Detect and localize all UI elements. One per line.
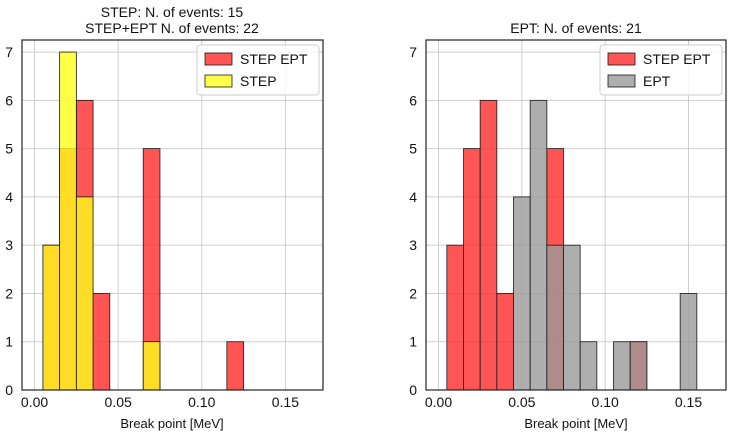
chart-right-ytick-1: 1 [409,334,417,350]
chart-right-bar-s0-2 [479,99,498,391]
chart-left-ytick-1: 1 [5,334,13,350]
chart-left-xlabel: Break point [MeV] [120,416,224,431]
chart-left-xtick-3: 0.15 [272,394,299,410]
chart-right-xlabel: Break point [MeV] [524,416,628,431]
chart-left-legend-label-0: STEP EPT [240,51,308,67]
chart-left-xtick-0: 0.00 [21,394,48,410]
chart-left-legend-swatch-1 [204,74,233,88]
chart-left-legend: STEP EPT STEP [196,44,320,96]
chart-right-xtick-2: 0.10 [592,394,619,410]
chart-right-title: EPT: N. of events: 21 [426,20,726,36]
chart-right-bar-s1-6 [629,341,648,391]
chart-left-ytick-2: 2 [5,285,13,301]
chart-right-legend-label-0: STEP EPT [643,51,711,67]
chart-right-ytick-4: 4 [409,189,417,205]
chart-left-ytick-3: 3 [5,237,13,253]
chart-left-xtick-2: 0.10 [188,394,215,410]
chart-right-xtick-1: 0.05 [508,394,535,410]
chart-right-ytick-6: 6 [409,92,417,108]
chart-left-ytick-5: 5 [5,141,13,157]
chart-left-title: STEP: N. of events: 15 STEP+EPT N. of ev… [22,4,322,36]
chart-right-bar-s1-0 [513,196,531,391]
chart-right-legend: STEP EPT EPT [599,44,723,96]
chart-right-bar-s0-1 [463,148,481,391]
chart-left-bar-s0-5 [226,341,244,391]
chart-left-bars [42,51,244,391]
chart-right-title-line1: EPT: N. of events: 21 [510,20,642,36]
chart-right-ytick-2: 2 [409,285,417,301]
chart-left-bar-s1-3 [142,341,161,391]
chart-left-ytick-0: 0 [5,382,13,398]
chart-right-legend-swatch-0 [607,52,636,66]
chart-left-bar-s1-1 [59,51,77,391]
chart-right-ytick-0: 0 [409,382,417,398]
chart-right-bar-s1-1 [529,99,548,391]
chart-left-title-line1: STEP: N. of events: 15 [100,4,244,20]
chart-right-bar-s1-5 [613,341,631,391]
chart-right-frame [425,39,727,391]
chart-right-ytick-3: 3 [409,237,417,253]
chart-right-legend-label-1: EPT [643,73,671,89]
chart-right-bar-s0-0 [446,244,464,391]
chart-left-bar-s1-2 [75,196,94,391]
chart-left-bar-s0-3 [92,293,111,391]
chart-left-ytick-7: 7 [5,44,13,60]
chart-left-title-line2: STEP+EPT N. of events: 22 [85,20,259,36]
chart-left-legend-swatch-0 [204,52,233,66]
chart-right-ytick-5: 5 [409,141,417,157]
chart-right-legend-swatch-1 [607,74,636,88]
chart-left-ytick-4: 4 [5,189,13,205]
chart-left: STEP: N. of events: 15 STEP+EPT N. of ev… [0,0,365,439]
chart-right: EPT: N. of events: 21 0.00 0.05 0.10 0.15 0 1… [365,0,731,439]
chart-right-bar-s0-3 [496,293,514,391]
chart-left-ytick-6: 6 [5,92,13,108]
chart-right-bar-s1-7 [679,293,698,391]
chart-right-bar-s1-3 [563,244,581,391]
chart-right-xtick-0: 0.00 [425,394,452,410]
chart-right-ytick-7: 7 [409,44,417,60]
chart-left-frame [21,39,324,391]
chart-right-bar-s1-4 [579,341,598,391]
chart-right-plot: 0.00 0.05 0.10 0.15 0 1 2 3 4 5 6 7 STEP EPT EPT [409,39,727,410]
chart-right-bar-s1-2 [546,244,564,391]
chart-left-legend-label-1: STEP [240,73,277,89]
chart-left-plot: 0.00 0.05 0.10 0.15 0 1 2 3 4 5 6 7 STEP EPT STEP [5,39,324,410]
chart-left-xtick-1: 0.05 [105,394,132,410]
chart-left-bar-s1-0 [42,244,61,391]
chart-right-xtick-3: 0.15 [675,394,702,410]
